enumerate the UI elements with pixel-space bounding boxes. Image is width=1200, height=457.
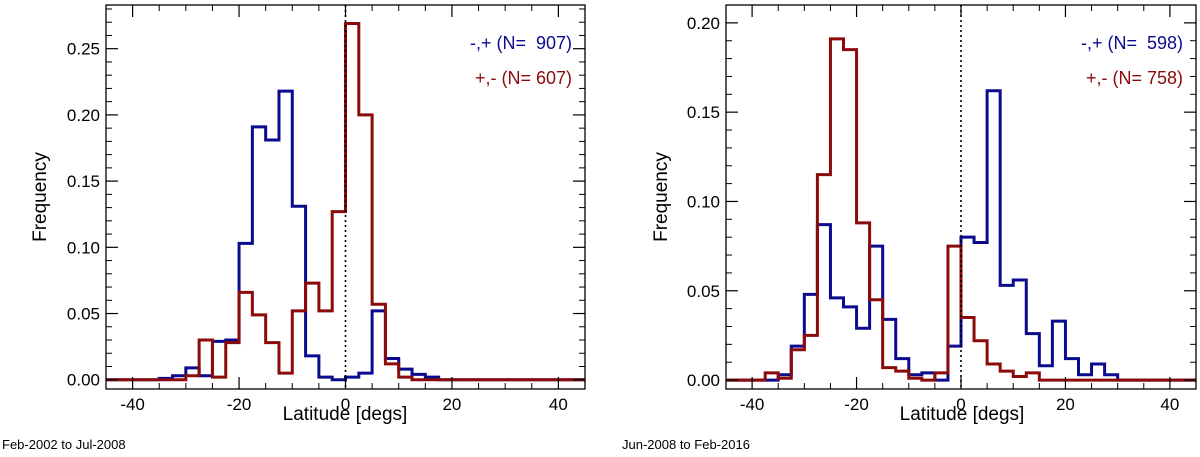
right-xtick-label: -20 (844, 395, 869, 414)
right-legend-pos-neg: +,- (N= 758) (1086, 68, 1183, 88)
left-y-axis-title: Frequency (30, 152, 51, 242)
right-y-axis-title: Frequency (651, 152, 672, 242)
right-x-axis-title: Latitude [degs] (900, 404, 1025, 425)
left-ytick-label: 0.05 (67, 305, 100, 324)
left-ytick-label: 0.10 (67, 238, 100, 257)
left-ytick-label: 0.00 (67, 371, 100, 390)
right-ytick-label: 0.15 (687, 103, 720, 122)
right-xtick-label: 0 (956, 395, 965, 414)
right-xtick-label: 20 (1056, 395, 1075, 414)
right-ytick-label: 0.20 (687, 14, 720, 33)
left-x-axis-title: Latitude [degs] (283, 404, 408, 425)
right-xtick-label: 40 (1160, 395, 1179, 414)
left-series-pos-neg (106, 22, 585, 382)
left-chart: -40 -20 0 20 40 0.00 0.05 0.10 0.15 0.20 0.25 Latit… (30, 4, 586, 425)
left-ytick-label: 0.20 (67, 106, 100, 125)
left-xtick-label: 0 (341, 395, 350, 414)
left-ytick-label: 0.15 (67, 172, 100, 191)
left-xtick-label: 20 (442, 395, 461, 414)
left-panel-caption: Feb-2002 to Jul-2008 (2, 437, 126, 452)
left-xtick-label: -20 (227, 395, 252, 414)
right-xtick-label: -40 (740, 395, 765, 414)
right-ytick-label: 0.05 (687, 282, 720, 301)
right-ytick-label: 0.00 (687, 371, 720, 390)
left-xtick-label: -40 (120, 395, 145, 414)
right-legend-neg-pos: -,+ (N= 598) (1081, 33, 1183, 53)
left-ytick-label: 0.25 (67, 40, 100, 59)
left-legend-pos-neg: +,- (N= 607) (475, 68, 572, 88)
right-series-pos-neg (726, 37, 1196, 382)
left-xtick-label: 40 (549, 395, 568, 414)
right-chart: -40 -20 0 20 40 0.00 0.05 0.10 0.15 0.20 Latitude … (651, 4, 1197, 425)
right-ytick-label: 0.10 (687, 192, 720, 211)
right-panel-caption: Jun-2008 to Feb-2016 (622, 437, 750, 452)
left-legend-neg-pos: -,+ (N= 907) (470, 33, 572, 53)
